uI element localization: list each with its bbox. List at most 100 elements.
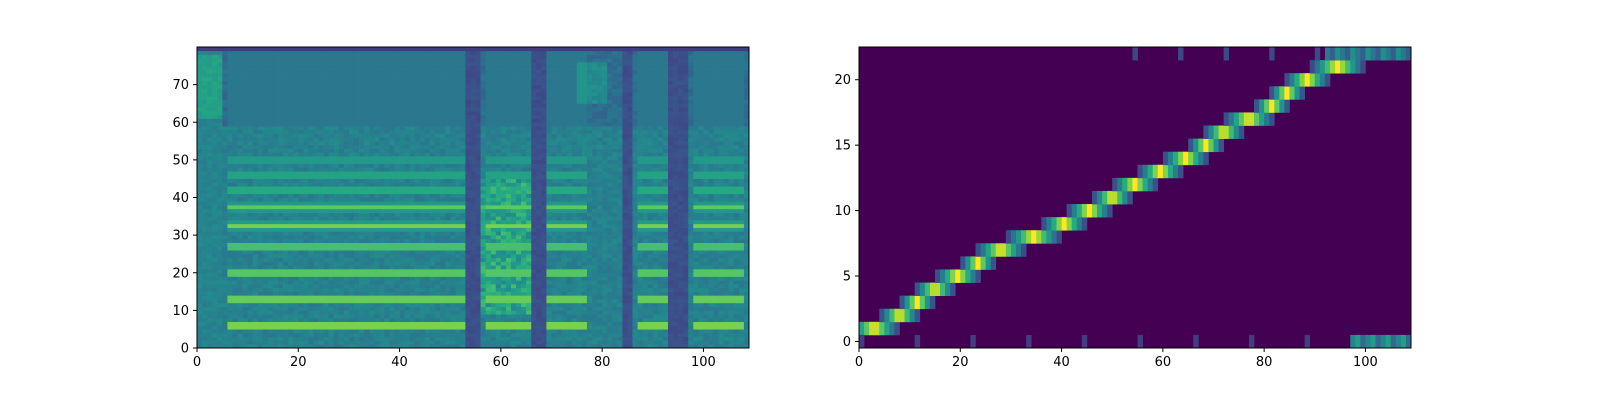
spectrogram-cell bbox=[348, 235, 355, 240]
spectrogram-cell bbox=[429, 242, 436, 247]
spectrogram-cell bbox=[475, 133, 481, 138]
spectrogram-cell bbox=[343, 246, 350, 251]
spectrogram-cell bbox=[495, 88, 502, 93]
spectrogram-cell bbox=[490, 265, 497, 270]
spectrogram-cell bbox=[435, 314, 441, 319]
spectrogram-cell bbox=[313, 156, 319, 161]
spectrogram-cell bbox=[435, 122, 441, 127]
spectrogram-cell bbox=[364, 317, 370, 323]
spectrogram-cell bbox=[480, 336, 487, 341]
spectrogram-cell bbox=[202, 163, 208, 168]
spectrogram-cell bbox=[232, 299, 238, 304]
spectrogram-cell bbox=[399, 182, 405, 187]
spectrogram-cell bbox=[359, 227, 365, 232]
spectrogram-cell bbox=[414, 261, 421, 266]
spectrogram-cell bbox=[232, 54, 238, 59]
spectrogram-cell bbox=[262, 227, 269, 232]
spectrogram-cell bbox=[348, 220, 355, 225]
spectrogram-cell bbox=[308, 321, 314, 326]
spectrogram-cell bbox=[409, 272, 416, 277]
spectrogram-cell bbox=[257, 73, 264, 78]
spectrogram-cell bbox=[414, 182, 421, 187]
spectrogram-cell bbox=[252, 272, 259, 277]
spectrogram-cell bbox=[455, 141, 461, 146]
spectrogram-cell bbox=[455, 344, 461, 349]
spectrogram-cell bbox=[202, 186, 208, 191]
spectrogram-cell bbox=[237, 276, 243, 281]
spectrogram-cell bbox=[490, 246, 497, 251]
spectrogram-cell bbox=[414, 216, 421, 221]
spectrogram-cell bbox=[364, 332, 370, 338]
spectrogram-cell bbox=[404, 152, 411, 157]
spectrogram-cell bbox=[313, 336, 319, 341]
spectrogram-cell bbox=[232, 197, 238, 202]
spectrogram-cell bbox=[232, 69, 238, 74]
spectrogram-cell bbox=[308, 302, 314, 307]
spectrogram-cell bbox=[328, 265, 335, 270]
spectrogram-cell bbox=[359, 265, 365, 270]
spectrogram-cell bbox=[510, 295, 517, 300]
spectrogram-cell bbox=[212, 186, 218, 191]
spectrogram-cell bbox=[394, 268, 400, 274]
spectrogram-cell bbox=[207, 227, 213, 232]
spectrogram-cell bbox=[338, 216, 345, 221]
spectrogram-cell bbox=[414, 212, 421, 217]
spectrogram-cell bbox=[232, 171, 238, 176]
spectrogram-cell bbox=[242, 95, 248, 101]
spectrogram-cell bbox=[227, 317, 233, 323]
spectrogram-cell bbox=[510, 231, 517, 236]
spectrogram-cell bbox=[500, 317, 507, 323]
spectrogram-cell bbox=[440, 77, 446, 82]
spectrogram-cell bbox=[510, 223, 517, 228]
spectrogram-cell bbox=[303, 84, 309, 89]
spectrogram-cell bbox=[359, 186, 365, 191]
spectrogram-cell bbox=[450, 208, 456, 213]
spectrogram-cell bbox=[222, 321, 228, 326]
spectrogram-cell bbox=[272, 250, 279, 255]
spectrogram-cell bbox=[318, 238, 324, 243]
spectrogram-cell bbox=[409, 144, 416, 149]
spectrogram-cell bbox=[257, 77, 264, 82]
spectrogram-cell bbox=[353, 193, 360, 198]
spectrogram-cell bbox=[369, 325, 375, 330]
spectrogram-cell bbox=[485, 231, 492, 236]
spectrogram-cell bbox=[435, 137, 441, 142]
spectrogram-cell bbox=[445, 250, 451, 255]
spectrogram-cell bbox=[490, 272, 497, 277]
spectrogram-cell bbox=[288, 284, 294, 289]
spectrogram-cell bbox=[419, 58, 426, 63]
spectrogram-cell bbox=[293, 92, 299, 97]
spectrogram-cell bbox=[197, 223, 203, 228]
spectrogram-cell bbox=[369, 182, 375, 187]
spectrogram-cell bbox=[414, 287, 421, 292]
spectrogram-cell bbox=[257, 144, 264, 149]
spectrogram-cell bbox=[440, 223, 446, 228]
spectrogram-cell bbox=[359, 216, 365, 221]
spectrogram-cell bbox=[470, 122, 476, 127]
spectrogram-cell bbox=[505, 265, 512, 270]
spectrogram-cell bbox=[409, 306, 416, 311]
spectrogram-cell bbox=[202, 167, 208, 172]
spectrogram-cell bbox=[298, 77, 304, 82]
spectrogram-cell bbox=[343, 332, 350, 338]
spectrogram-cell bbox=[485, 261, 492, 266]
spectrogram-cell bbox=[323, 92, 330, 97]
spectrogram-cell bbox=[247, 250, 254, 255]
spectrogram-cell bbox=[232, 336, 238, 341]
spectrogram-cell bbox=[460, 253, 466, 259]
spectrogram-cell bbox=[257, 99, 264, 104]
spectrogram-cell bbox=[298, 186, 304, 191]
spectrogram-cell bbox=[343, 201, 350, 206]
spectrogram-cell bbox=[359, 212, 365, 217]
spectrogram-cell bbox=[283, 182, 289, 187]
spectrogram-cell bbox=[272, 186, 279, 191]
spectrogram-cell bbox=[419, 306, 426, 311]
spectrogram-cell bbox=[197, 148, 203, 153]
spectrogram-cell bbox=[197, 193, 203, 198]
spectrogram-cell bbox=[323, 310, 330, 315]
spectrogram-cell bbox=[399, 227, 405, 232]
spectrogram-cell bbox=[394, 144, 400, 149]
spectrogram-cell bbox=[465, 129, 471, 134]
spectrogram-cell bbox=[500, 265, 507, 270]
spectrogram-cell bbox=[257, 276, 264, 281]
